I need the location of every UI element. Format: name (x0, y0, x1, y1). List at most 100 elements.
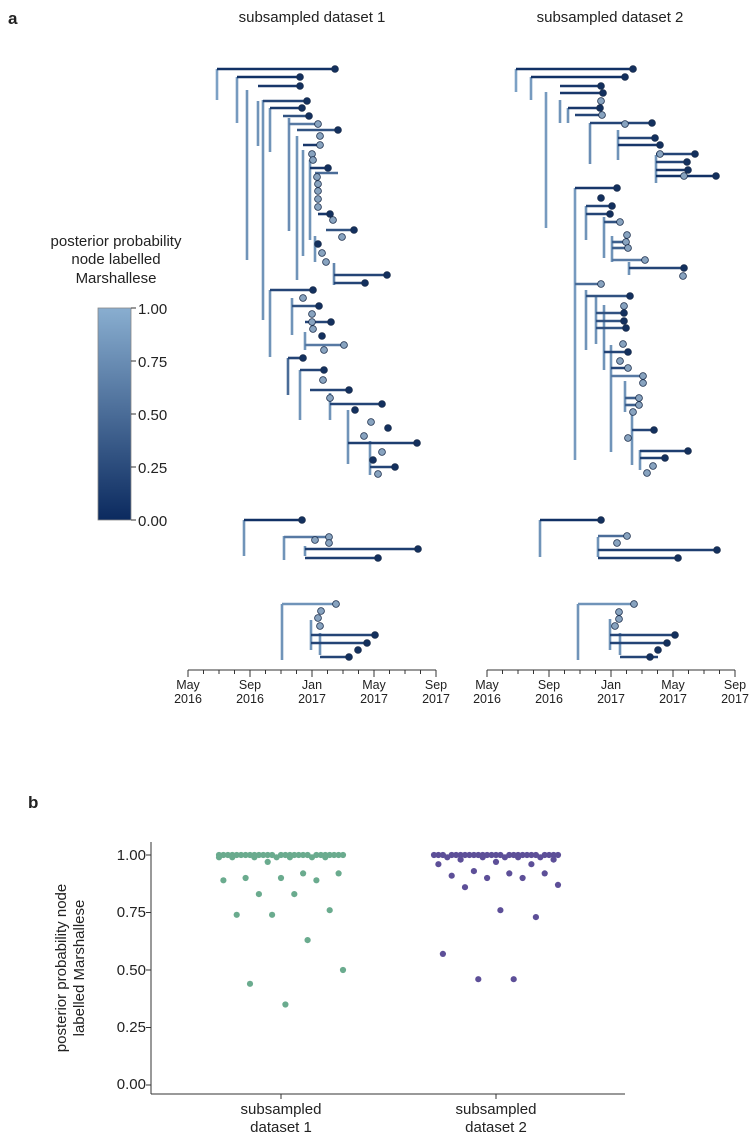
scatter-point (510, 976, 517, 983)
scatter-point (501, 854, 508, 861)
tip (684, 447, 692, 455)
scatter-point (554, 851, 562, 859)
scatter-point (326, 907, 333, 914)
tip (314, 614, 322, 622)
scatter-point (457, 851, 464, 859)
tip (314, 187, 322, 195)
scatter-point (255, 891, 262, 898)
tip (615, 615, 623, 623)
tip (615, 608, 623, 616)
tip (691, 150, 699, 158)
tip (641, 256, 649, 264)
scatter-point (457, 856, 464, 863)
tip (639, 379, 647, 387)
tip (320, 346, 328, 354)
tip (367, 418, 375, 426)
tip (620, 317, 628, 325)
scatter-point (528, 851, 535, 859)
scatter-point (277, 874, 285, 882)
tree1-tick-label: May (362, 678, 386, 692)
tree2-tick-label: 2016 (473, 692, 501, 706)
tip (334, 126, 342, 134)
tip (629, 65, 637, 73)
legend-tick-label: 1.00 (138, 301, 167, 318)
tree2-tick-label: May (661, 678, 685, 692)
scatter-point (308, 854, 316, 861)
tip (413, 439, 421, 447)
legend-title-line2: node labelled (71, 251, 160, 268)
tip (314, 120, 322, 128)
tip (384, 424, 392, 432)
tip (298, 104, 306, 112)
tip (296, 82, 304, 90)
tip (363, 639, 371, 647)
tip (624, 434, 632, 442)
tip (623, 532, 631, 540)
tip (599, 89, 607, 97)
tree2-tick-label: Sep (538, 678, 560, 692)
scatter-point (430, 851, 438, 859)
scatter-ylabel-line2: labelled Marshallese (71, 900, 88, 1037)
tip (299, 294, 307, 302)
scatter-point (269, 911, 276, 918)
tip (654, 646, 662, 654)
tip (626, 292, 634, 300)
scatter-point (251, 854, 258, 861)
tip (314, 240, 322, 248)
tip (712, 172, 720, 180)
tree1-x-axis: May 2016 Sep 2016 Jan 2017 May 2017 Sep … (174, 669, 450, 706)
panel-a-label: a (8, 9, 18, 28)
tip (649, 462, 657, 470)
legend-title-line1: posterior probability (51, 233, 182, 250)
tip (635, 401, 643, 409)
legend-tick-label: 0.00 (138, 513, 167, 530)
scatter-point (461, 851, 469, 859)
tip (613, 184, 621, 192)
scatter-point (300, 851, 307, 859)
tree2-x-axis: May 2016 Sep 2016 Jan 2017 May 2017 Sep … (473, 669, 749, 706)
tip (378, 400, 386, 408)
tip (643, 469, 651, 477)
x-tick-label: subsampled (241, 1101, 322, 1118)
tree1-tick-label: 2017 (360, 692, 388, 706)
tip (326, 394, 334, 402)
scatter-point (541, 870, 548, 877)
legend-title-line3: Marshallese (76, 270, 157, 287)
tree1-branches (215, 67, 418, 660)
scatter-point (528, 861, 535, 868)
scatter-points (215, 851, 562, 1008)
scatter-point (546, 851, 553, 859)
x-tick-label: dataset 1 (250, 1119, 312, 1136)
tip (350, 226, 358, 234)
tip (635, 394, 643, 402)
tip (597, 516, 605, 524)
scatter-point (246, 980, 254, 987)
tip (378, 448, 386, 456)
tree1-tick-label: Sep (239, 678, 261, 692)
scatter-point (554, 881, 562, 889)
tip (308, 310, 316, 318)
scatter-point (497, 907, 504, 914)
tip (683, 158, 691, 166)
scatter-point (322, 854, 329, 861)
tip (621, 120, 629, 128)
tip (309, 286, 317, 294)
tip (391, 463, 399, 471)
scatter-point (260, 851, 267, 859)
tip (305, 112, 313, 120)
scatter-point (273, 854, 280, 861)
tip (340, 341, 348, 349)
tip (360, 432, 368, 440)
scatter-panel: 0.00 0.25 0.50 0.75 1.00 posterior proba… (53, 842, 625, 1136)
scatter-point (229, 854, 236, 861)
tip (674, 554, 682, 562)
tip (619, 340, 627, 348)
tip (608, 202, 616, 210)
panel-b-label: b (28, 793, 38, 812)
y-tick-label: 0.25 (117, 1019, 146, 1036)
scatter-point (291, 891, 298, 898)
color-legend: posterior probability node labelled Mars… (51, 233, 182, 530)
tip (296, 73, 304, 81)
scatter-point (435, 861, 442, 868)
scatter-point (286, 854, 293, 861)
